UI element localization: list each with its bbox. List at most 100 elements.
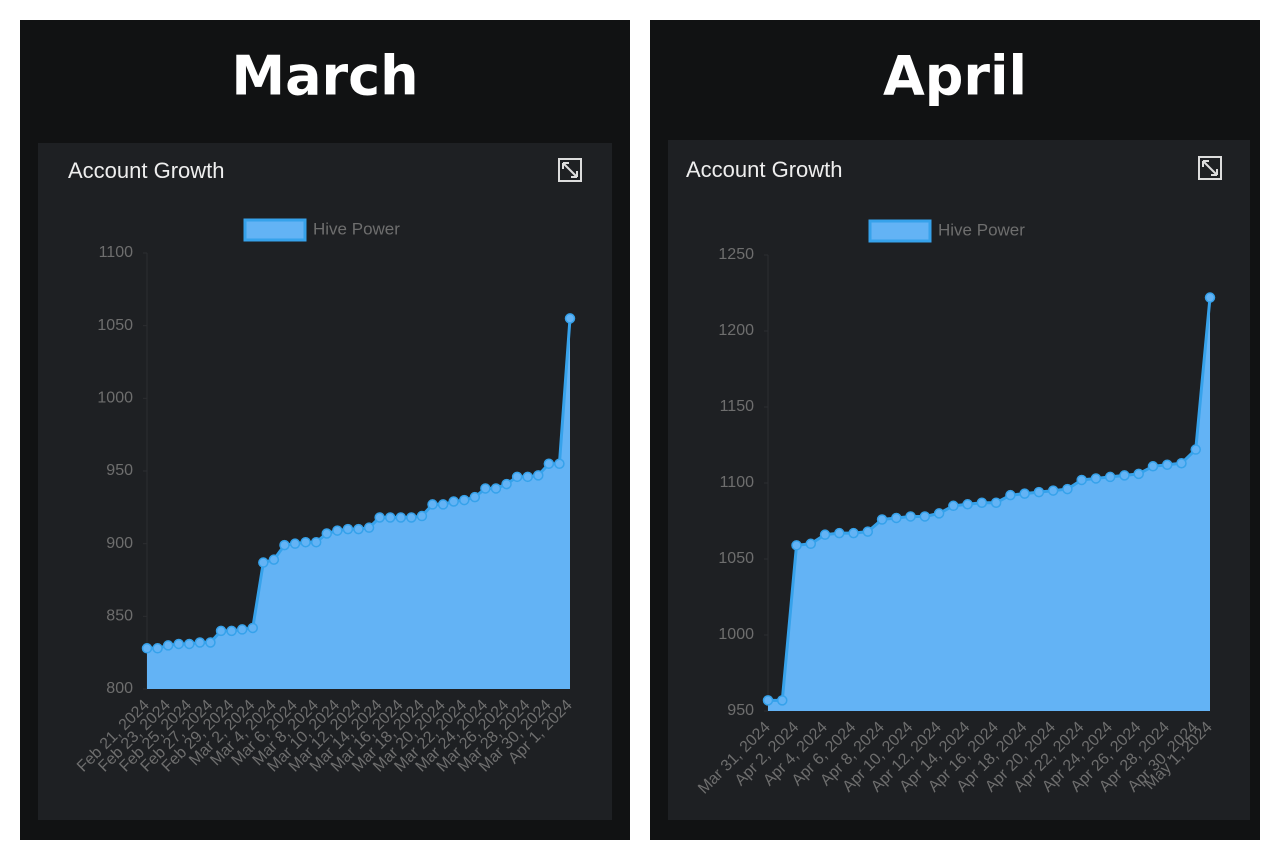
point — [194, 637, 206, 648]
point — [554, 458, 565, 469]
point — [819, 529, 831, 540]
point — [384, 512, 396, 523]
y-tick-label: 1100 — [720, 474, 755, 491]
legend-label: Hive Power — [313, 219, 400, 238]
point — [448, 496, 459, 507]
point — [184, 638, 195, 650]
y-tick-label: 1100 — [99, 244, 134, 261]
point — [469, 491, 481, 503]
y-tick-label: 950 — [106, 462, 133, 479]
heading: March — [231, 45, 418, 108]
point — [511, 471, 523, 483]
point — [1176, 457, 1187, 469]
point — [919, 511, 931, 522]
point — [374, 512, 385, 523]
point — [490, 483, 502, 494]
expand-icon — [1198, 156, 1222, 180]
point — [762, 695, 774, 706]
point — [162, 640, 174, 651]
point — [1062, 483, 1073, 495]
point — [459, 494, 470, 506]
area — [147, 318, 570, 689]
point — [321, 528, 333, 539]
point — [247, 622, 258, 634]
point — [1033, 486, 1045, 498]
point — [332, 525, 343, 536]
point — [1104, 471, 1116, 483]
point — [1190, 444, 1201, 455]
y-tick-label: 1200 — [718, 322, 754, 339]
point — [564, 313, 576, 324]
point — [501, 478, 512, 490]
point — [1204, 292, 1216, 303]
point — [258, 557, 269, 568]
point — [948, 500, 959, 512]
y-tick-label: 1000 — [718, 626, 754, 643]
y-tick-label: 950 — [727, 702, 754, 719]
point — [226, 625, 237, 637]
point — [777, 695, 788, 706]
point — [1090, 473, 1102, 484]
point — [416, 510, 428, 522]
point — [406, 512, 417, 523]
point — [1119, 470, 1130, 481]
y-tick-label: 1050 — [718, 550, 754, 567]
chart-title: Account Growth — [68, 158, 225, 183]
heading: April — [883, 45, 1027, 108]
point — [834, 527, 845, 539]
point — [437, 499, 449, 510]
point — [1005, 489, 1016, 501]
point — [363, 522, 375, 533]
y-tick-label: 1150 — [720, 398, 755, 415]
chart-title: Account Growth — [686, 157, 843, 182]
point — [891, 512, 902, 524]
y-tick-label: 850 — [106, 608, 133, 625]
point — [1076, 474, 1087, 486]
point — [1161, 459, 1173, 471]
panel: March Account Growth Hive Power 800 850 900 9… — [20, 20, 630, 840]
point — [905, 511, 916, 522]
point — [268, 554, 280, 565]
point — [876, 514, 888, 525]
point — [962, 499, 973, 510]
point — [533, 470, 544, 481]
point — [933, 508, 945, 519]
point — [543, 458, 555, 469]
point — [976, 497, 988, 509]
point — [848, 527, 859, 539]
point — [791, 540, 802, 551]
point — [215, 625, 227, 637]
point — [236, 624, 248, 635]
legend-swatch — [243, 218, 307, 242]
point — [279, 539, 290, 551]
point — [427, 499, 438, 510]
point — [1047, 485, 1059, 496]
point — [353, 523, 364, 535]
point — [289, 538, 301, 549]
expand-icon — [558, 158, 582, 182]
point — [522, 471, 533, 483]
point — [1019, 488, 1030, 499]
point — [141, 643, 153, 654]
point — [990, 497, 1002, 509]
point — [862, 526, 874, 537]
y-tick-label: 900 — [106, 535, 133, 552]
y-tick-label: 1050 — [97, 317, 133, 334]
point — [300, 536, 311, 548]
y-tick-label: 800 — [106, 680, 133, 697]
y-tick-label: 1000 — [97, 390, 133, 407]
point — [205, 637, 216, 648]
y-tick-label: 1250 — [718, 246, 754, 263]
panel: April Account Growth Hive Power 950 1000 105… — [650, 20, 1260, 840]
point — [480, 483, 491, 494]
point — [152, 643, 163, 654]
point — [395, 512, 407, 523]
area — [768, 297, 1210, 711]
point — [1133, 468, 1144, 480]
legend-swatch — [868, 219, 932, 243]
point — [805, 538, 817, 550]
point — [173, 638, 184, 650]
point — [342, 523, 354, 535]
point — [310, 536, 322, 548]
